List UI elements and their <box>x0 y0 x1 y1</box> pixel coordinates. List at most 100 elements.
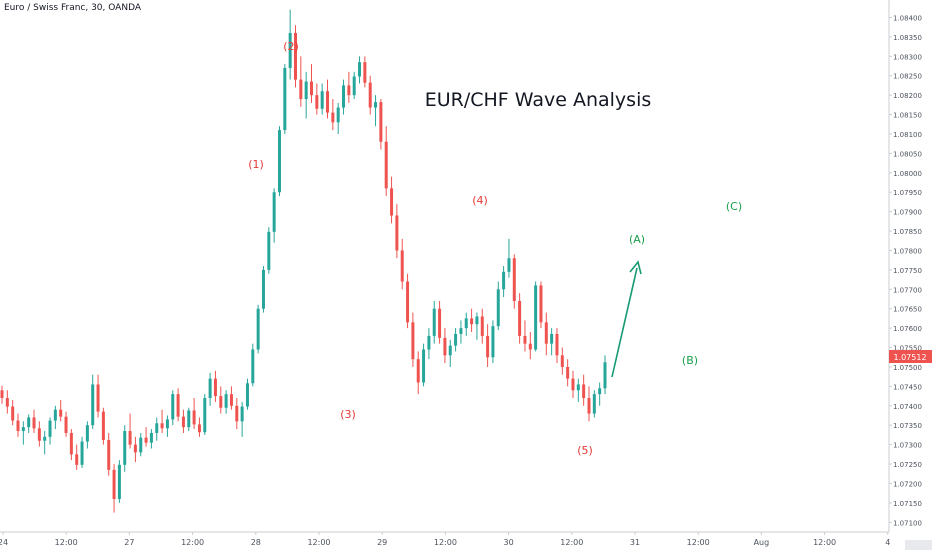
candle-body <box>224 394 228 408</box>
candle <box>96 374 100 418</box>
candle-body <box>528 343 532 350</box>
candle-body <box>75 454 79 465</box>
candle-body <box>165 419 169 429</box>
candle-body <box>203 398 207 433</box>
candle-body <box>326 91 330 113</box>
candle <box>326 79 330 119</box>
symbol-label: Euro / Swiss Franc, 30, OANDA <box>4 3 141 13</box>
time-tick-label: 24 <box>0 538 8 547</box>
candle-body <box>352 76 356 96</box>
candle-body <box>480 316 484 336</box>
candle <box>598 382 602 406</box>
candle-body <box>342 85 346 108</box>
price-axis[interactable]: 1.08400 1.08350 1.08300 1.08250 1.08200 1.081… <box>888 0 922 532</box>
candle <box>582 374 586 406</box>
candle-body <box>16 420 20 432</box>
candle <box>5 390 9 414</box>
candle-body <box>358 62 362 77</box>
candle-body <box>144 437 148 443</box>
candle-body <box>518 300 522 336</box>
price-tick-label: 1.08250 <box>893 73 922 81</box>
candle-body <box>32 417 36 429</box>
candle-body <box>603 362 607 389</box>
candle-body <box>251 349 255 384</box>
candle <box>491 320 495 364</box>
candle-body <box>491 326 495 358</box>
candle <box>475 312 479 340</box>
candle <box>331 99 335 131</box>
candle-body <box>80 441 84 465</box>
wave-label-1: (1) <box>248 158 264 171</box>
candle <box>550 328 554 356</box>
time-axis[interactable]: 24 12:00 27 12:00 28 12:00 29 12:00 30 12:00 31 12:… <box>0 531 890 547</box>
candle <box>486 324 490 367</box>
price-tick-label: 1.07250 <box>893 461 922 469</box>
price-tick-label: 1.07300 <box>893 442 922 450</box>
candle <box>219 386 223 414</box>
candle-body <box>571 378 575 391</box>
candle <box>502 266 506 298</box>
current-price-badge: 1.07512 <box>889 350 932 363</box>
candle <box>16 413 20 437</box>
candle <box>187 407 191 432</box>
candle-body <box>128 431 132 445</box>
candle-body <box>229 394 233 406</box>
time-tick-label: 31 <box>630 538 640 547</box>
price-tick-label: 1.07800 <box>893 247 922 255</box>
candle <box>523 320 527 352</box>
candle <box>80 436 84 468</box>
candle <box>192 398 196 430</box>
candle <box>400 238 404 290</box>
candle <box>213 370 217 402</box>
axis-corner <box>905 540 932 550</box>
price-tick-label: 1.07350 <box>893 422 922 430</box>
price-tick-label: 1.07150 <box>893 500 922 508</box>
candle <box>139 432 143 457</box>
time-tick-label: 29 <box>377 538 387 547</box>
candle-body <box>544 322 548 344</box>
candle-body <box>406 281 410 323</box>
candle <box>603 355 607 395</box>
candle-body <box>454 333 458 346</box>
candle <box>27 414 31 433</box>
candle <box>390 176 394 224</box>
candle-body <box>347 85 351 96</box>
candle-body <box>85 425 89 442</box>
candle-body <box>475 316 479 325</box>
candle-body <box>197 424 201 433</box>
price-tick-label: 1.07650 <box>893 306 922 314</box>
candle <box>91 374 95 430</box>
time-tick-label: 12:00 <box>434 538 457 547</box>
current-price-label: 1.07512 <box>893 353 926 362</box>
candle-body <box>502 271 506 290</box>
candle <box>560 347 564 375</box>
candle-body <box>261 269 265 309</box>
candle <box>416 351 420 395</box>
candle-body <box>277 130 281 193</box>
candle <box>224 390 228 414</box>
candle <box>245 378 249 410</box>
candle-body <box>59 409 63 417</box>
candle <box>448 339 452 367</box>
candle-body <box>496 289 500 327</box>
candle-body <box>363 62 367 83</box>
candle-body <box>374 102 378 108</box>
candle <box>165 415 169 437</box>
candle-body <box>411 322 415 360</box>
projection-arrow <box>611 260 642 378</box>
candle <box>299 56 303 107</box>
candle-body <box>299 79 303 100</box>
candle-body <box>21 427 25 432</box>
candle-body <box>512 258 516 301</box>
time-tick-label: 30 <box>504 538 514 547</box>
candle <box>512 254 516 309</box>
candle-body <box>5 398 9 407</box>
candle-body <box>293 33 297 80</box>
candle-body <box>69 432 73 455</box>
candle <box>229 386 233 410</box>
candle <box>534 281 538 352</box>
candle-body <box>582 384 586 399</box>
time-tick-label: 12:00 <box>687 538 710 547</box>
candle-body <box>43 436 47 441</box>
